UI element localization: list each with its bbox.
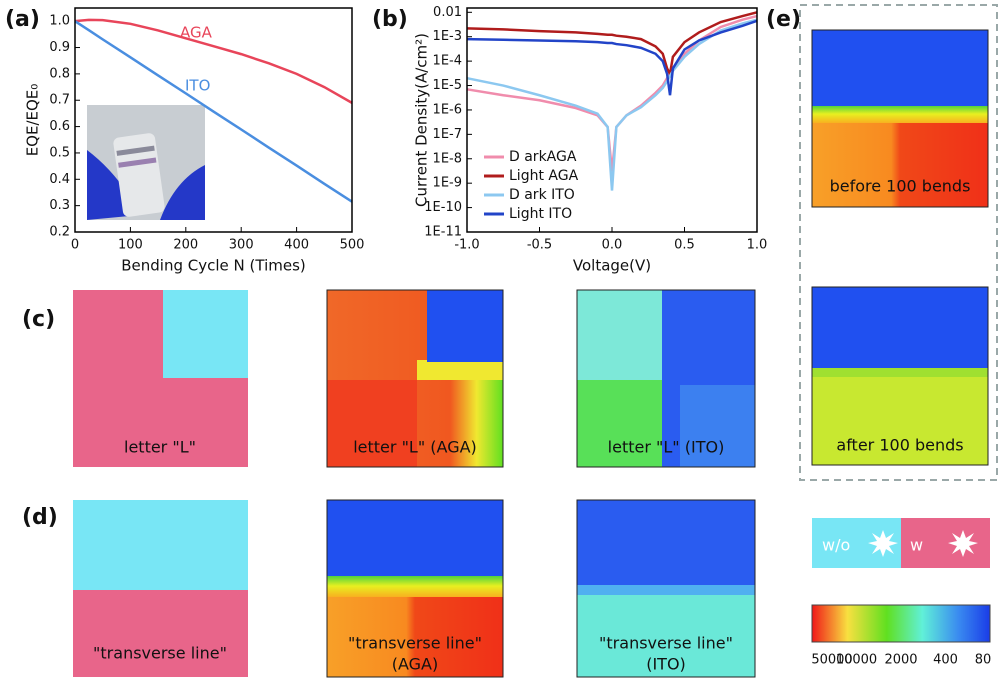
series-line [74,20,353,203]
x-tick-label: 0.5 [674,238,695,253]
y-tick-label: 1E-3 [433,29,462,44]
image-caption: after 100 bends [836,436,963,455]
x-tick-label: 200 [173,238,198,253]
series-label: ITO [185,77,210,95]
y-tick-label: 0.6 [49,119,70,134]
x-tick-label: 500 [340,238,365,253]
colorbar-label: 50000 [811,653,852,668]
x-axis-label: Voltage(V) [573,257,651,275]
image-caption: (AGA) [392,655,439,674]
heatmap [326,289,504,468]
legend-label: Light ITO [509,206,572,222]
y-tick-label: 0.01 [433,5,462,20]
y-tick-label: 1E-5 [433,78,462,93]
image-caption: (ITO) [646,655,686,674]
switch-label: w/o [822,536,850,555]
x-tick-label: 400 [284,238,309,253]
x-tick-label: -1.0 [454,238,479,253]
x-tick-label: 300 [229,238,254,253]
y-tick-label: 1E-6 [433,102,462,117]
series-line [466,19,758,96]
series-label: AGA [180,24,213,42]
y-tick-label: 1E-8 [433,151,462,166]
image-caption: letter "L" [124,438,196,457]
x-tick-label: 0.0 [602,238,623,253]
heatmap [576,289,756,468]
colorbar-label: 2000 [884,653,917,668]
panel-e-frame [799,4,998,481]
heatmap [811,286,989,466]
x-tick-label: -0.5 [527,238,552,253]
panel-label: (c) [22,307,55,332]
heatmap [73,500,248,677]
plot-frame [466,7,758,233]
series-line [466,11,758,78]
y-tick-label: 0.3 [49,198,70,213]
panel-label: (d) [22,505,58,530]
x-tick-label: 100 [118,238,143,253]
series-line [74,18,353,104]
y-tick-label: 0.7 [49,93,70,108]
heatmap [326,499,504,678]
image-caption: "transverse line" [348,634,482,653]
panel-label: (b) [372,7,408,32]
image-caption: before 100 bends [830,177,971,196]
y-tick-label: 1E-10 [424,200,462,215]
y-axis-label: EQE/EQE₀ [24,84,42,157]
colorbar-label: 10000 [836,653,877,668]
y-axis-label: Current Density(A/cm²) [413,33,431,207]
y-tick-label: 1E-9 [433,176,462,191]
y-tick-label: 1E-7 [433,127,462,142]
colorbar [811,604,991,643]
plot-frame [74,7,353,233]
y-tick-label: 0.5 [49,145,70,160]
x-tick-label: 1.0 [747,238,768,253]
legend-label: D ark ITO [509,187,575,203]
image-caption: "transverse line" [93,644,227,663]
panel-label: (a) [5,7,40,32]
heatmap [811,29,989,208]
panel-label: (e) [766,7,801,32]
switch-label: w [910,536,923,555]
switch-legend: w/o w [812,518,990,568]
x-axis-label: Bending Cycle N (Times) [121,257,306,275]
y-tick-label: 1E-4 [433,54,462,69]
y-tick-label: 0.4 [49,172,70,187]
y-tick-label: 0.9 [49,40,70,55]
image-caption: "transverse line" [599,634,733,653]
series-line [466,18,758,191]
inset-photo [87,105,205,220]
x-tick-label: 0 [71,238,79,253]
image-caption: letter "L" (ITO) [608,438,725,457]
heatmap [73,290,248,467]
colorbar-label: 80 [975,653,992,668]
y-tick-label: 0.2 [49,225,70,240]
heatmap [576,499,756,678]
y-tick-label: 1.0 [49,14,70,29]
legend-label: D arkAGA [509,149,577,165]
image-caption: letter "L" (AGA) [353,438,477,457]
colorbar-label: 400 [933,653,958,668]
y-tick-label: 1E-11 [424,225,462,240]
y-tick-label: 0.8 [49,66,70,81]
legend-label: Light AGA [509,168,579,184]
